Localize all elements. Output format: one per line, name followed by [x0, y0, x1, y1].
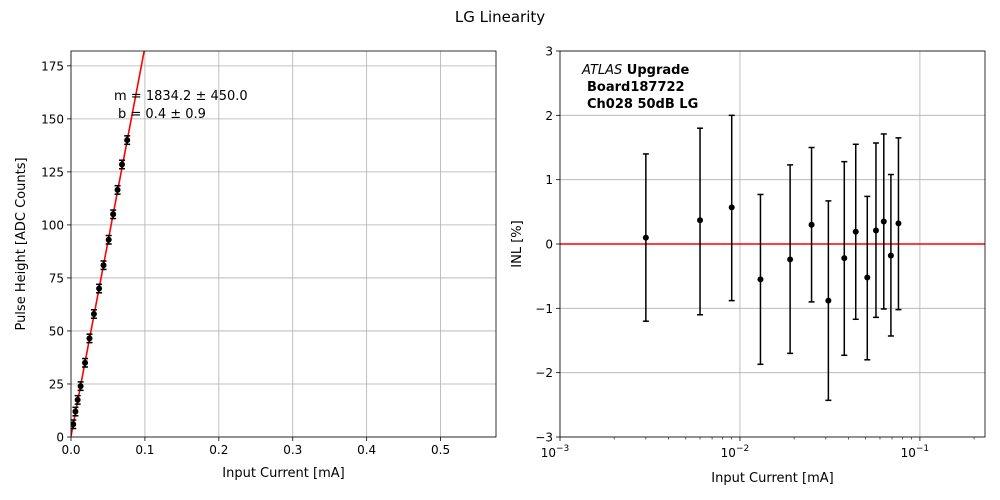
- data-point: [880, 218, 887, 225]
- y-tick-label: 2: [545, 109, 553, 123]
- x-tick-label: 10−3: [541, 444, 570, 460]
- data-point: [728, 204, 735, 211]
- right-plot-area: [560, 114, 985, 402]
- y-axis-label: INL [%]: [510, 220, 525, 267]
- y-tick-label: 100: [41, 218, 64, 232]
- right-axes-frame: [559, 50, 986, 438]
- data-point: [82, 359, 89, 366]
- x-tick-label: 0.0: [61, 443, 80, 457]
- data-point: [124, 137, 131, 144]
- fit-slope-annotation: m = 1834.2 ± 450.0: [114, 89, 248, 104]
- y-tick-label: 25: [49, 377, 64, 391]
- data-point: [119, 161, 125, 168]
- data-point: [697, 217, 704, 224]
- y-tick-label: 50: [49, 324, 64, 338]
- data-point: [872, 227, 879, 234]
- data-point: [90, 310, 97, 317]
- y-tick-label: −3: [535, 431, 553, 445]
- x-axis-label: Input Current [mA]: [222, 466, 344, 481]
- data-point: [757, 276, 764, 283]
- data-point: [71, 421, 77, 428]
- data-point: [887, 252, 894, 259]
- y-tick-label: 0: [56, 431, 64, 445]
- y-tick-label: 0: [545, 238, 553, 252]
- x-axis-label: Input Current [mA]: [711, 471, 833, 486]
- data-point: [105, 236, 112, 243]
- x-tick-label: 0.1: [135, 443, 154, 457]
- atlas-label: ATLAS Upgrade: [581, 63, 689, 78]
- x-tick-label: 10−2: [721, 444, 750, 460]
- x-tick-label: 0.4: [357, 443, 376, 457]
- channel-label: Ch028 50dB LG: [587, 97, 698, 112]
- x-tick-label: 0.5: [431, 443, 450, 457]
- y-tick-label: 3: [545, 45, 553, 59]
- data-point: [74, 396, 81, 403]
- inl-panel: 10−3 10−2 10−1 −3 −2 −1 0 1 2 3 ATLAS Upgrade Board…: [510, 45, 986, 486]
- data-point: [642, 234, 649, 241]
- data-point: [895, 220, 902, 227]
- fit-intercept-annotation: b = 0.4 ± 0.9: [118, 107, 206, 122]
- y-tick-label: −1: [535, 302, 553, 316]
- data-point: [77, 383, 84, 390]
- data-point: [808, 221, 815, 228]
- left-plot-area: [71, 51, 145, 437]
- x-tick-label: 0.3: [283, 443, 302, 457]
- board-label: Board187722: [587, 80, 685, 95]
- data-point: [114, 186, 121, 193]
- data-point: [825, 297, 832, 304]
- left-axes-frame: [70, 50, 497, 438]
- data-point: [86, 335, 93, 342]
- data-point: [787, 256, 794, 263]
- y-tick-label: 75: [49, 271, 64, 285]
- data-point: [852, 228, 859, 235]
- y-tick-label: 175: [41, 59, 64, 73]
- linearity-panel: 0.0 0.1 0.2 0.3 0.4 0.5 0 25 50 75 100 125 150 175 m =…: [14, 50, 497, 481]
- data-point: [864, 274, 871, 281]
- fit-line: [71, 51, 145, 437]
- y-tick-label: 125: [41, 165, 64, 179]
- data-point: [100, 262, 107, 269]
- data-point: [72, 408, 79, 415]
- x-tick-label: 10−1: [901, 444, 930, 460]
- figure-title: LG Linearity: [455, 8, 545, 26]
- y-tick-label: −2: [535, 366, 553, 380]
- y-tick-label: 1: [545, 173, 553, 187]
- y-axis-label: Pulse Height [ADC Counts]: [14, 157, 29, 330]
- data-point: [841, 255, 848, 262]
- x-tick-label: 0.2: [209, 443, 228, 457]
- data-point: [96, 285, 103, 292]
- y-tick-label: 150: [41, 112, 64, 126]
- data-point: [110, 211, 117, 218]
